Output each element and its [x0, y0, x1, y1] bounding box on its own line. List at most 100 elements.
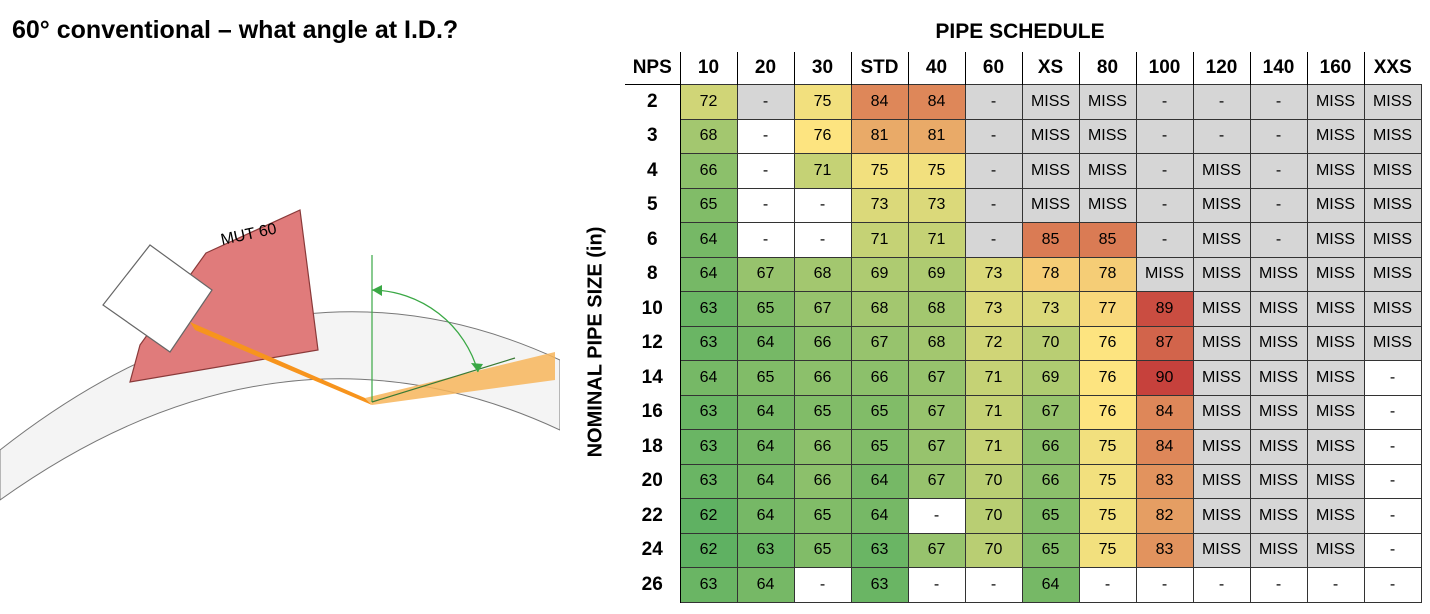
table-cell: MISS	[1306, 291, 1365, 327]
table-cell: 69	[907, 256, 966, 292]
table-cell: -	[964, 222, 1023, 258]
table-cell: 75	[1078, 532, 1137, 568]
table-cell: -	[1363, 394, 1422, 430]
table-cell: -	[1135, 84, 1194, 120]
table-cell: 75	[793, 84, 852, 120]
table-cell: 69	[850, 256, 909, 292]
table-cell: 71	[964, 360, 1023, 396]
column-header-100: 100	[1135, 52, 1193, 85]
table-cell: 67	[907, 429, 966, 465]
table-cell: MISS	[1363, 222, 1422, 258]
table-cell: -	[907, 567, 966, 603]
table-cell: MISS	[1192, 532, 1251, 568]
table-cell: 64	[736, 429, 795, 465]
table-cell: -	[1135, 567, 1194, 603]
table-cell: MISS	[1363, 118, 1422, 154]
table-cell: -	[964, 187, 1023, 223]
table-cell: 65	[793, 532, 852, 568]
table-cell: 63	[679, 463, 738, 499]
table-cell: -	[1192, 118, 1251, 154]
table-cell: 64	[850, 498, 909, 534]
table-cell: -	[1192, 567, 1251, 603]
table-cell: 65	[1021, 498, 1080, 534]
table-cell: 77	[1078, 291, 1137, 327]
table-cell: MISS	[1306, 256, 1365, 292]
table-cell: MISS	[1078, 153, 1137, 189]
column-header-30: 30	[793, 52, 851, 85]
nps-label: 26	[625, 567, 681, 602]
table-cell: 75	[907, 153, 966, 189]
table-cell: MISS	[1021, 187, 1080, 223]
table-cell: -	[1363, 360, 1422, 396]
table-cell: 68	[679, 118, 738, 154]
table-cell: MISS	[1306, 463, 1365, 499]
table-cell: 67	[907, 360, 966, 396]
angle-arc	[371, 289, 479, 373]
table-cell: -	[1363, 463, 1422, 499]
table-row: 26 63 64-63- -64- - - - - -	[625, 567, 1422, 603]
table-cell: 73	[907, 187, 966, 223]
table-cell: 66	[850, 360, 909, 396]
table-cell: 64	[679, 256, 738, 292]
table-row: 22 62 64 65 64-70 65 75 82 MISS MISS MISS -	[625, 498, 1422, 534]
nps-label: 24	[625, 533, 681, 568]
table-cell: 75	[1078, 498, 1137, 534]
table-cell: 84	[1135, 394, 1194, 430]
column-header-60: 60	[964, 52, 1022, 85]
table-cell: -	[1135, 118, 1194, 154]
table-cell: MISS	[1306, 118, 1365, 154]
table-cell: -	[1363, 498, 1422, 534]
table-cell: 70	[964, 498, 1023, 534]
table-cell: -	[736, 187, 795, 223]
table-cell: 65	[850, 394, 909, 430]
arrow-head-start	[372, 285, 382, 296]
table-cell: MISS	[1306, 498, 1365, 534]
table-cell: -	[964, 153, 1023, 189]
table-cell: MISS	[1363, 84, 1422, 120]
table-cell: 85	[1021, 222, 1080, 258]
column-header-xs: XS	[1021, 52, 1079, 85]
table-cell: 65	[736, 291, 795, 327]
table-cell: MISS	[1306, 187, 1365, 223]
table-cell: MISS	[1249, 256, 1308, 292]
table-cell: 73	[964, 291, 1023, 327]
table-cell: MISS	[1192, 222, 1251, 258]
table-cell: MISS	[1192, 429, 1251, 465]
table-cell: 75	[1078, 463, 1137, 499]
table-cell: MISS	[1249, 291, 1308, 327]
table-cell: 69	[1021, 360, 1080, 396]
table-cell: 66	[793, 325, 852, 361]
table-cell: 76	[1078, 360, 1137, 396]
table-cell: MISS	[1249, 360, 1308, 396]
table-cell: 84	[1135, 429, 1194, 465]
table-cell: 75	[1078, 429, 1137, 465]
table-cell: 67	[907, 463, 966, 499]
table-cell: MISS	[1192, 360, 1251, 396]
schedule-title: PIPE SCHEDULE	[935, 20, 1105, 43]
table-cell: 87	[1135, 325, 1194, 361]
table-cell: MISS	[1078, 118, 1137, 154]
column-header-40: 40	[907, 52, 965, 85]
table-cell: 70	[1021, 325, 1080, 361]
table-cell: MISS	[1078, 187, 1137, 223]
table-cell: MISS	[1306, 325, 1365, 361]
table-cell: -	[1249, 187, 1308, 223]
table-cell: MISS	[1363, 187, 1422, 223]
table-cell: 63	[850, 567, 909, 603]
table-cell: 64	[736, 463, 795, 499]
table-cell: 90	[1135, 360, 1194, 396]
table-cell: 64	[736, 325, 795, 361]
table-cell: -	[1249, 84, 1308, 120]
table-cell: 62	[679, 498, 738, 534]
table-cell: MISS	[1192, 394, 1251, 430]
table-cell: MISS	[1306, 429, 1365, 465]
table-cell: 75	[850, 153, 909, 189]
table-cell: MISS	[1363, 256, 1422, 292]
table-row: 10 63 65 67 68 68 73 73 77 89 MISS MISS MISS MISS	[625, 291, 1422, 327]
nps-label: 2	[625, 84, 681, 119]
table-cell: 63	[679, 291, 738, 327]
table-row: 24 62 63 65 63 67 70 65 75 83 MISS MISS MISS -	[625, 532, 1422, 568]
table-cell: MISS	[1021, 84, 1080, 120]
transducer-block	[102, 244, 213, 353]
table-cell: -	[1135, 153, 1194, 189]
